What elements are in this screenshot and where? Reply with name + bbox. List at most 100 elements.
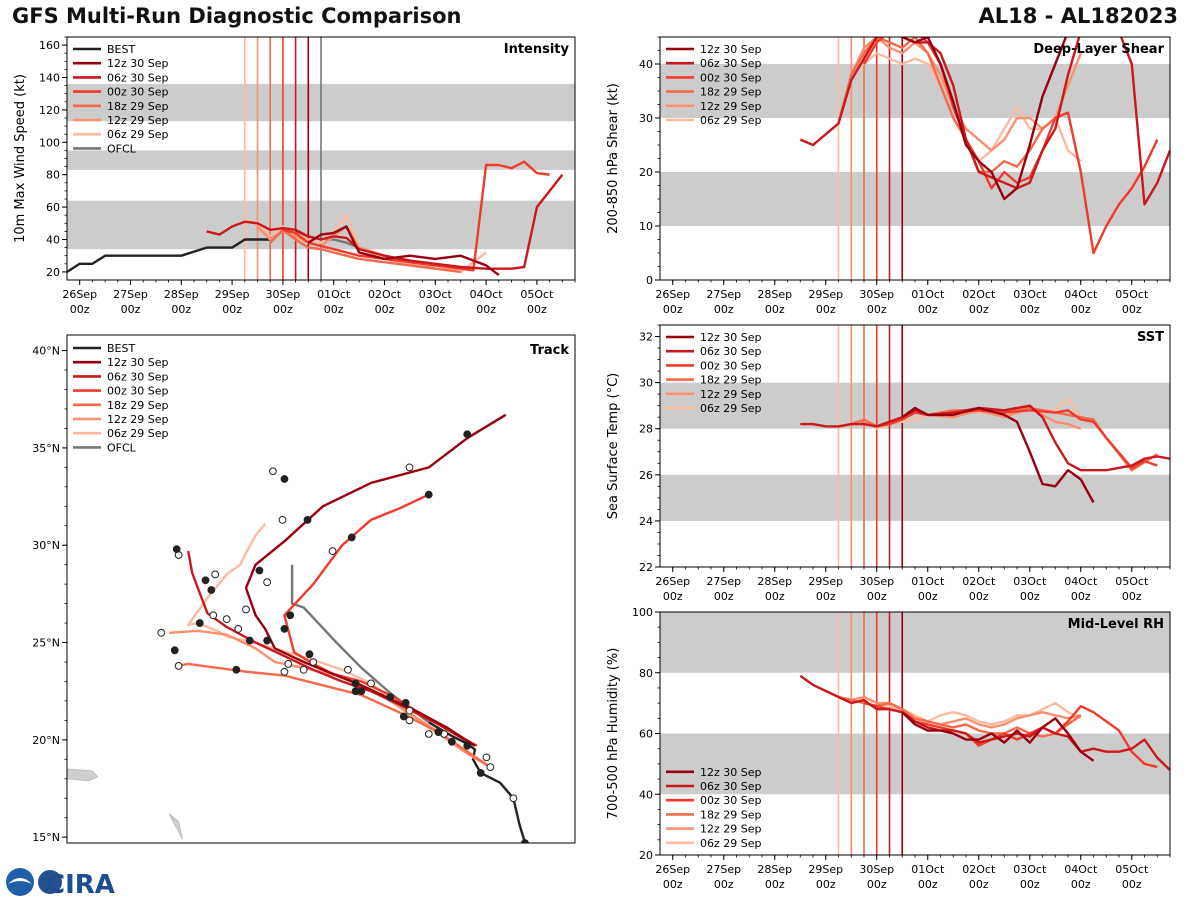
x-tick-label: 28Sep (757, 288, 792, 301)
track-marker (463, 741, 472, 750)
track-marker (172, 545, 181, 553)
x-tick-label: 00z (273, 303, 293, 316)
x-tick-label: 00z (714, 303, 734, 316)
plot-area (67, 413, 529, 843)
x-tick-label: 26Sep (655, 575, 690, 588)
legend-label: 00z 30 Sep (107, 86, 169, 99)
track-marker (434, 728, 443, 736)
legend-label: 12z 29 Sep (700, 388, 762, 401)
x-tick-label: 00z (527, 303, 547, 316)
x-tick-label: 00z (663, 590, 683, 603)
track-marker (242, 605, 250, 614)
lat-tick-label: 40°N (32, 345, 60, 358)
legend-label: 00z 30 Sep (107, 385, 169, 398)
track-marker (482, 753, 491, 762)
panel-sst: 22 24 26 28 30 32 26Sep 00z 27Sep 00z 28Sep 00z 29Se… (606, 324, 1171, 603)
threshold-band (660, 64, 1170, 118)
x-tick-label: 02Oct (962, 288, 996, 301)
x-tick-label: 00z (663, 878, 683, 891)
legend-label: 06z 29 Sep (107, 128, 169, 141)
y-tick-label: 60 (639, 728, 653, 741)
x-tick-label: 00z (1122, 590, 1142, 603)
x-tick-label: 30Sep (859, 288, 894, 301)
plot-area (660, 37, 1170, 280)
legend-label: 06z 29 Sep (700, 837, 762, 850)
x-tick-label: 01Oct (911, 863, 945, 876)
legend-label: 06z 30 Sep (107, 71, 169, 84)
track-marker (486, 763, 495, 771)
x-tick-label: 00z (714, 590, 734, 603)
lat-tick-label: 30°N (32, 539, 60, 552)
legend-label: OFCL (107, 142, 137, 155)
y-axis-label: 700-500 hPa Humidity (%) (606, 648, 621, 820)
legend-label: 12z 29 Sep (700, 100, 762, 113)
track-marker (170, 646, 179, 655)
track-marker (174, 661, 183, 670)
series-line (799, 674, 1170, 771)
y-tick-label: 20 (639, 849, 653, 862)
track-marker (447, 737, 456, 746)
track-marker (405, 463, 414, 472)
y-tick-label: 40 (639, 788, 653, 801)
cira-logo-text: CIRA (46, 870, 115, 900)
track-marker (509, 794, 518, 803)
series-line (307, 225, 500, 277)
panel-title: Track (530, 343, 569, 358)
track-line (283, 493, 478, 747)
track-marker (209, 611, 218, 620)
x-tick-label: 00z (816, 878, 836, 891)
x-tick-label: 02Oct (368, 288, 402, 301)
y-tick-label: 30 (639, 112, 653, 125)
x-tick-label: 00z (867, 303, 887, 316)
track-marker (405, 706, 414, 715)
threshold-band (660, 612, 1170, 673)
legend-label: BEST (107, 342, 135, 355)
y-tick-label: 160 (39, 39, 60, 52)
track-marker (255, 566, 264, 575)
track-marker (401, 698, 410, 707)
x-tick-label: 00z (121, 303, 141, 316)
lat-tick-label: 20°N (32, 734, 60, 747)
plot-frame (66, 334, 576, 844)
y-tick-label: 28 (639, 423, 653, 436)
x-tick-label: 00z (171, 303, 191, 316)
legend-label: 12z 30 Sep (700, 766, 762, 779)
y-tick-label: 30 (639, 377, 653, 390)
series-line (269, 228, 461, 274)
track-marker (309, 658, 318, 666)
x-tick-label: 05Oct (1115, 288, 1149, 301)
y-tick-label: 40 (639, 58, 653, 71)
x-tick-label: 04Oct (470, 288, 504, 301)
plot-area (67, 37, 575, 280)
x-tick-label: 29Sep (215, 288, 250, 301)
series-line (901, 711, 1095, 762)
x-tick-label: 30Sep (859, 575, 894, 588)
x-tick-label: 00z (918, 590, 938, 603)
x-tick-label: 00z (1020, 303, 1040, 316)
x-tick-label: 00z (918, 878, 938, 891)
x-tick-label: 04Oct (1064, 863, 1098, 876)
track-marker (201, 576, 210, 585)
y-tick-label: 100 (39, 136, 60, 149)
x-tick-label: 00z (663, 303, 683, 316)
panel-intensity: 20 40 60 80 100 120 140 160 26Sep 00z 27Sep 00z 28Se… (13, 36, 576, 316)
legend-label: OFCL (107, 441, 137, 454)
legend-label: 12z 30 Sep (107, 57, 169, 70)
x-tick-label: 00z (1071, 303, 1091, 316)
x-tick-label: 27Sep (706, 575, 741, 588)
legend-label: 12z 29 Sep (700, 823, 762, 836)
y-tick-label: 120 (39, 104, 60, 117)
track-line (186, 523, 491, 769)
x-tick-label: 00z (476, 303, 496, 316)
legend-label: 00z 30 Sep (700, 794, 762, 807)
track-line (176, 662, 491, 769)
series-line (837, 37, 1069, 174)
legend-label: 18z 29 Sep (107, 399, 169, 412)
threshold-band (660, 474, 1170, 521)
x-tick-label: 05Oct (1115, 863, 1149, 876)
x-tick-label: 00z (714, 878, 734, 891)
track-marker (280, 625, 289, 633)
legend-label: 00z 30 Sep (700, 71, 762, 84)
legend-label: 06z 29 Sep (700, 114, 762, 127)
x-tick-label: 00z (765, 590, 785, 603)
